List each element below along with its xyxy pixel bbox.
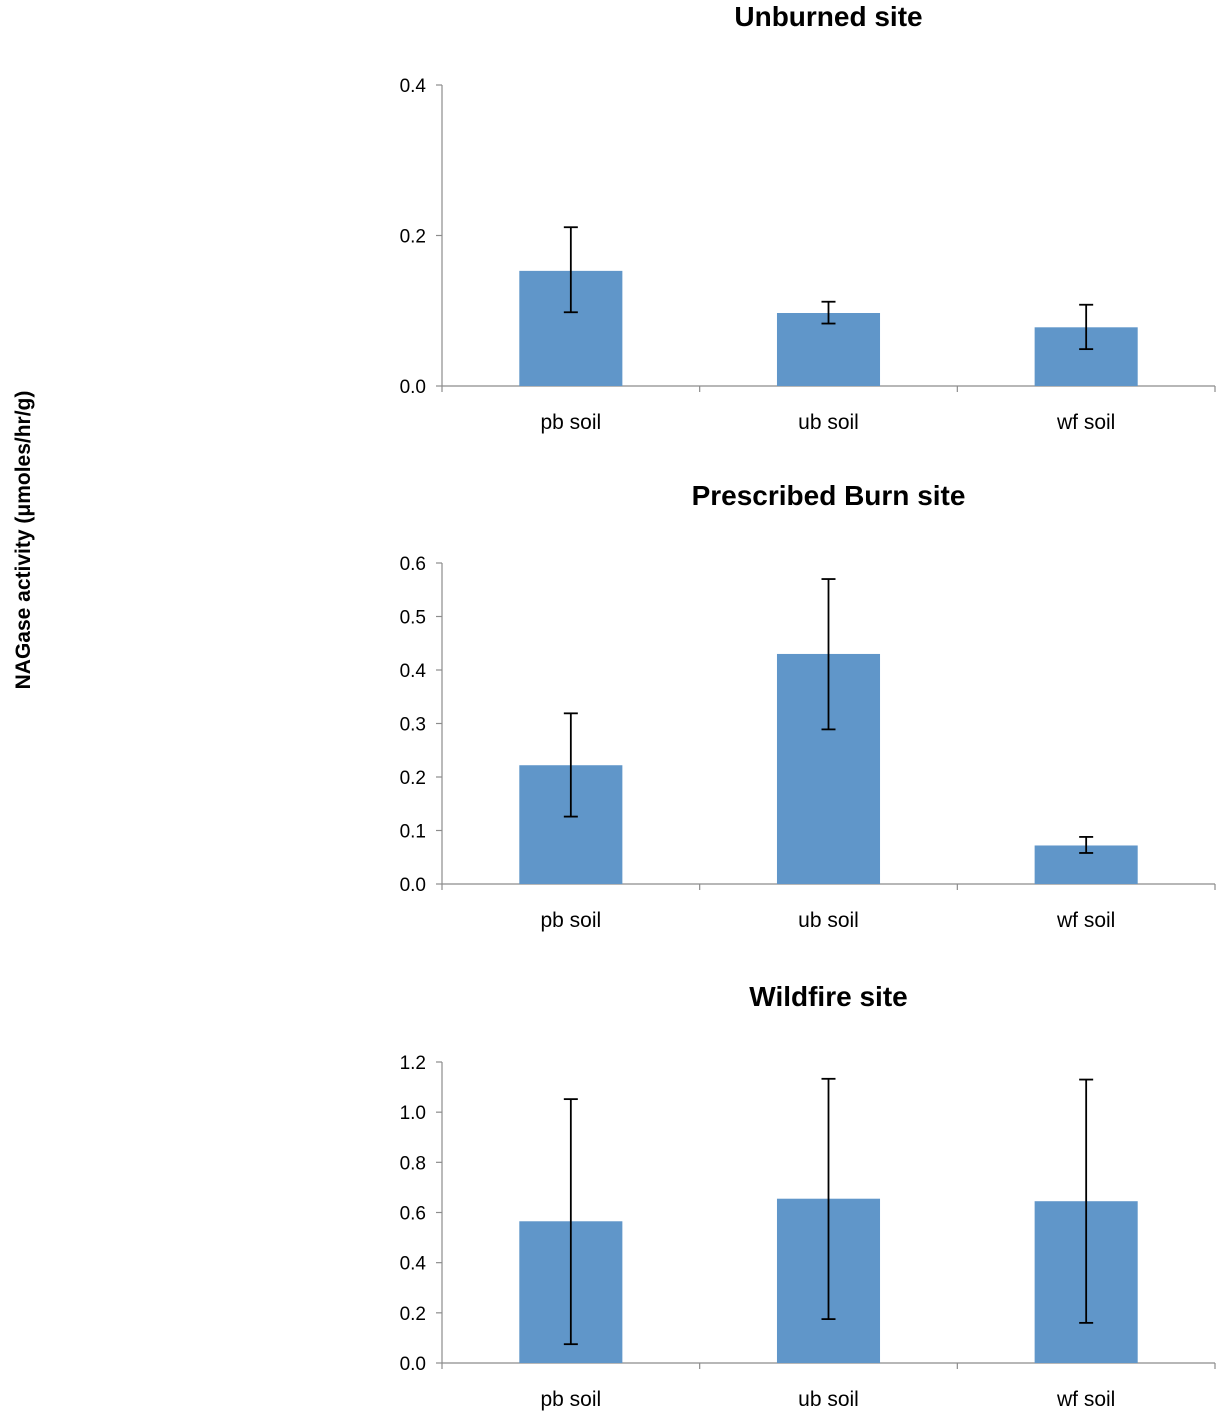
y-tick-label: 1.0 [400,1103,426,1124]
y-tick-label: 0.0 [400,377,426,398]
y-tick-label: 0.4 [400,1254,427,1275]
chart-panel-unburned: Unburned site 0.0 0.2 0.4 pb soil ub soil wf s… [400,1,1216,434]
x-category-label: ub soil [798,411,859,434]
bar-ub-soil [776,313,881,386]
y-tick-label: 1.2 [400,1053,426,1074]
y-tick-label: 0.0 [400,875,426,896]
y-tick-label: 0.6 [400,554,426,575]
y-axis-label: NAGase activity (μmoles/hr/g) [12,391,35,690]
chart-panel-prescribed-burn: Prescribed Burn site 0.0 0.1 0.2 0.3 0.4 0.5 0.… [400,480,1216,932]
x-category-label: pb soil [540,909,601,932]
y-tick-label: 0.4 [400,661,427,682]
x-category-label: wf soil [1056,411,1115,434]
y-tick-label: 0.4 [400,76,427,97]
y-tick-label: 0.0 [400,1354,426,1375]
chart-title: Unburned site [734,1,922,32]
x-category-label: pb soil [540,1388,601,1411]
y-tick-label: 0.8 [400,1153,426,1174]
x-category-label: ub soil [798,909,859,932]
chart-title: Prescribed Burn site [692,480,966,511]
x-category-label: wf soil [1056,1388,1115,1411]
y-tick-label: 0.2 [400,768,426,789]
y-tick-label: 0.3 [400,715,426,736]
chart-title: Wildfire site [749,981,907,1012]
y-tick-label: 0.2 [400,227,426,248]
x-category-label: pb soil [540,411,601,434]
y-tick-label: 0.5 [400,608,426,629]
y-tick-label: 0.6 [400,1204,426,1225]
chart-panel-wildfire: Wildfire site 0.0 0.2 0.4 0.6 0.8 1.0 1.2 pb soi… [400,981,1216,1411]
x-category-label: wf soil [1056,909,1115,932]
y-tick-label: 0.2 [400,1304,426,1325]
x-category-label: ub soil [798,1388,859,1411]
y-tick-label: 0.1 [400,822,426,843]
y-axis-label-container: NAGase activity (μmoles/hr/g) [12,391,35,690]
